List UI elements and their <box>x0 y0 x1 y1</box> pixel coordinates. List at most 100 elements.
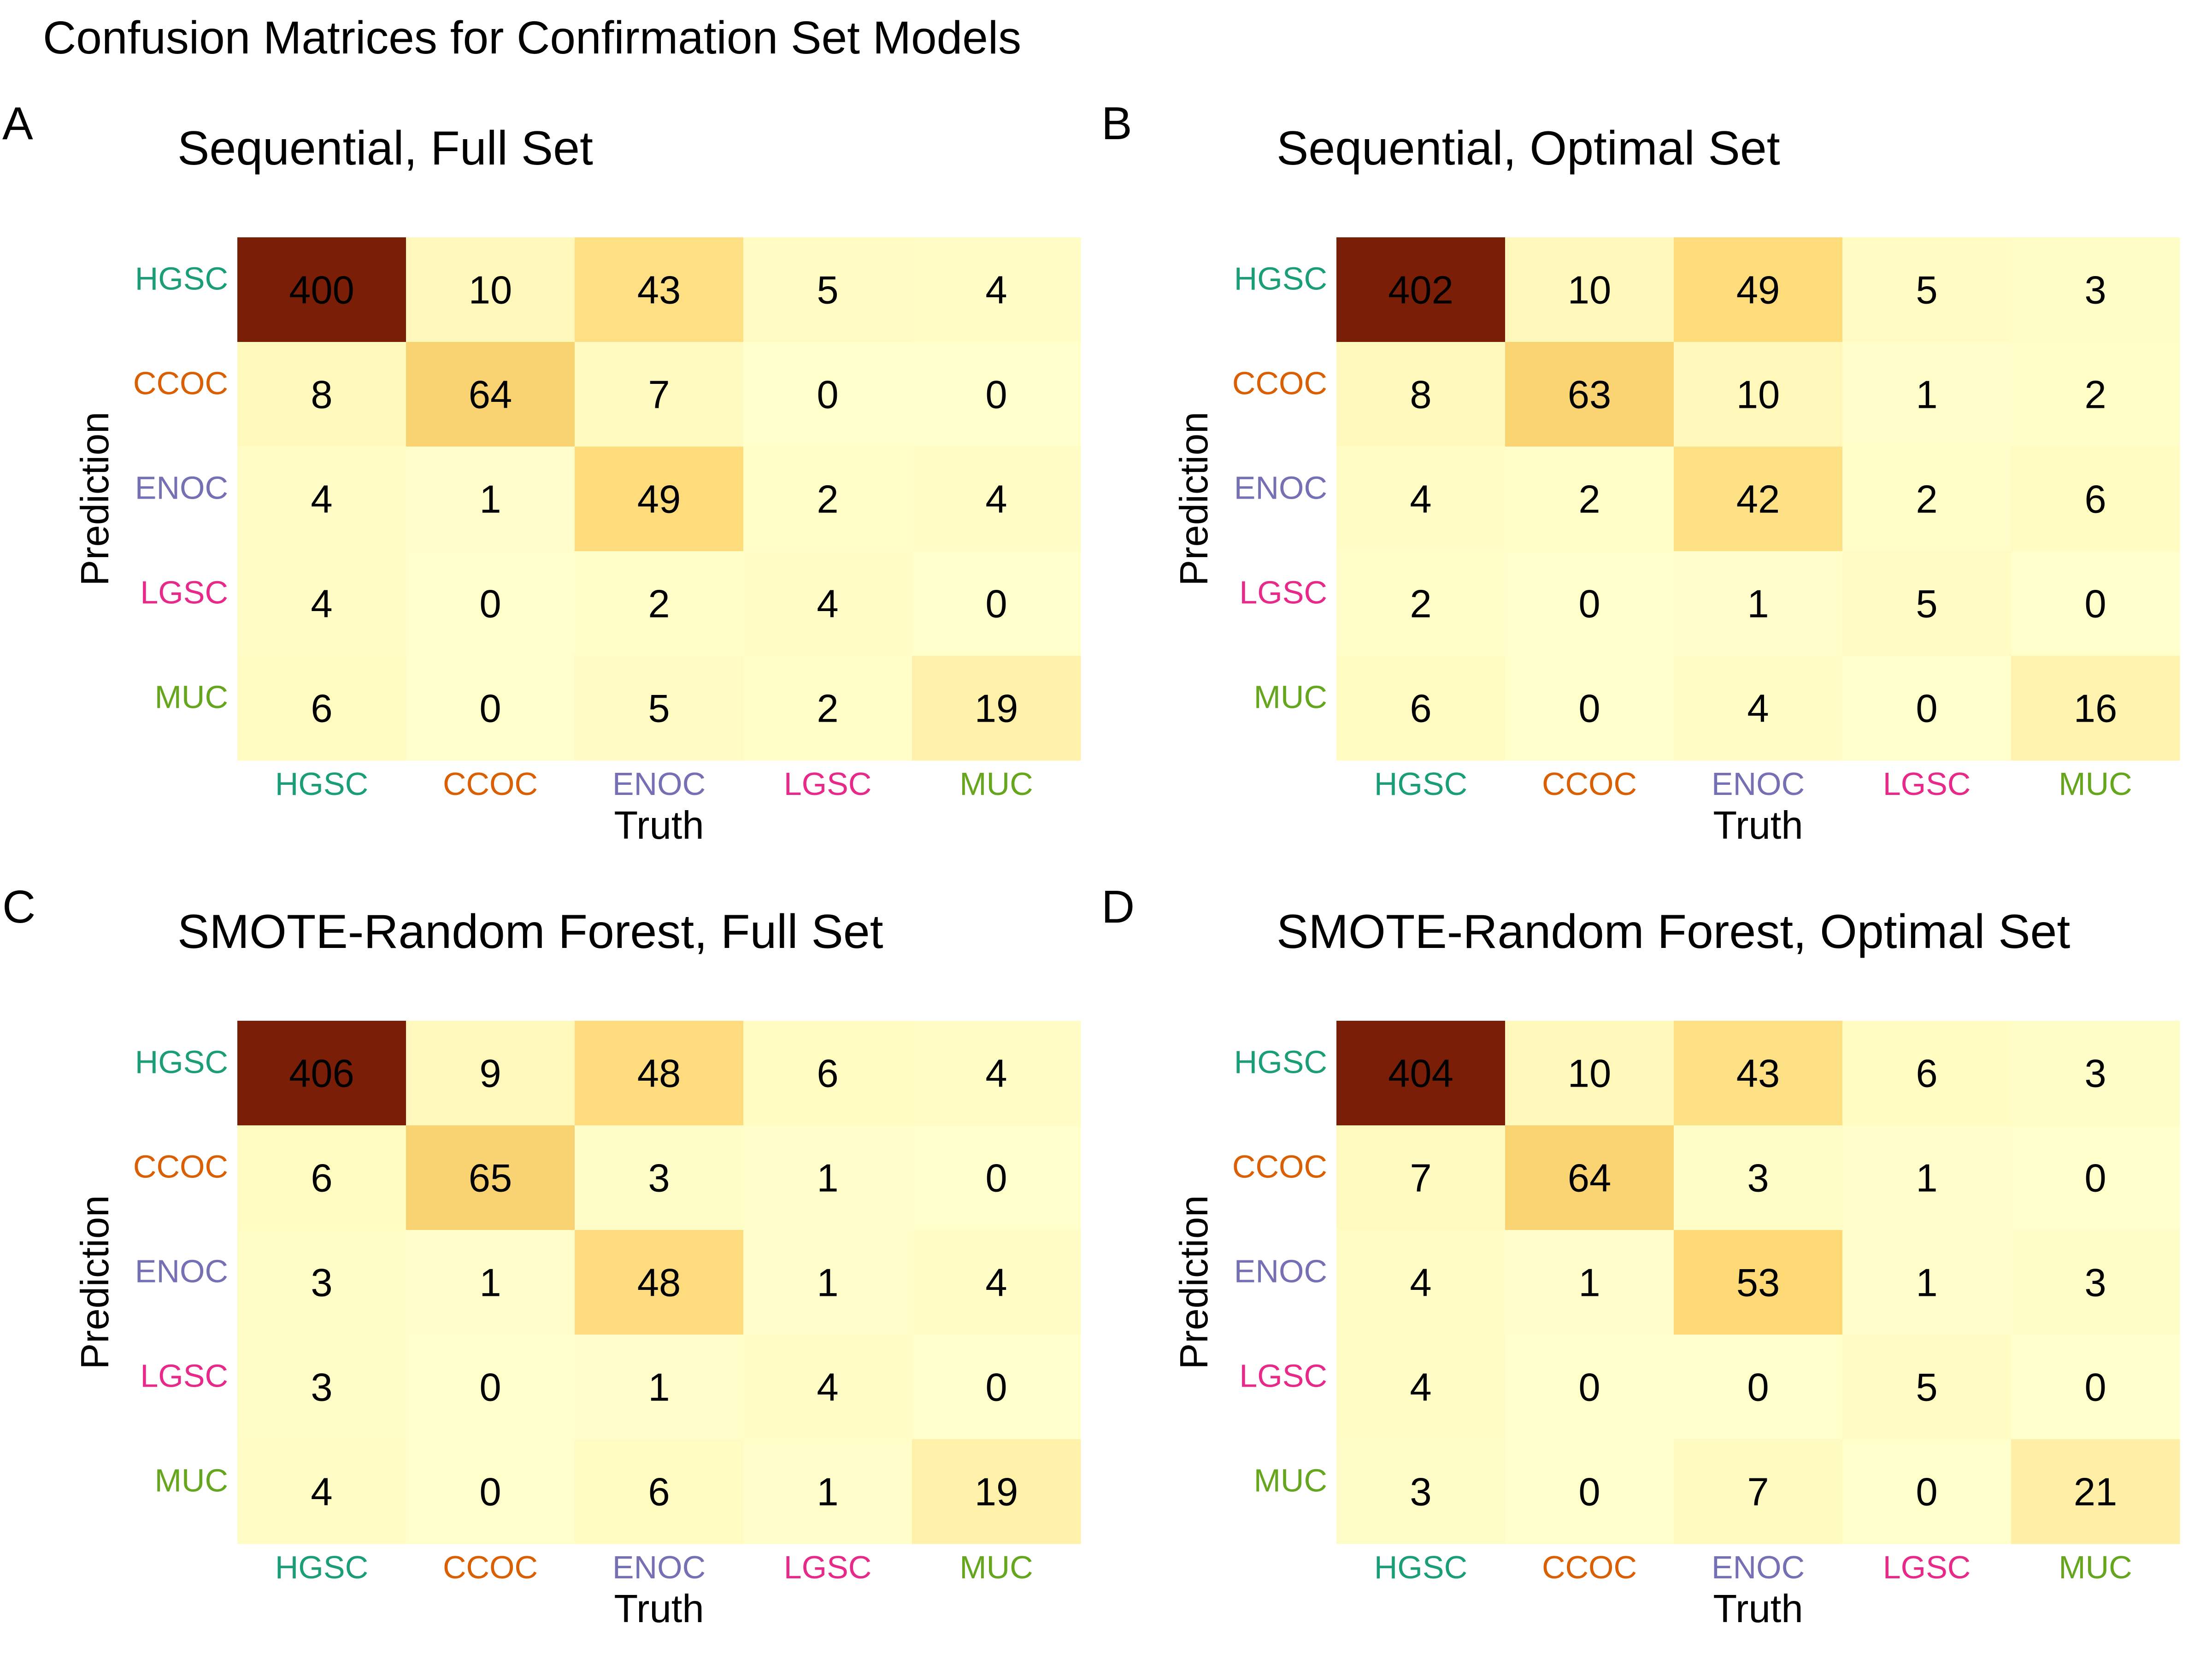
panel-letter: B <box>1101 98 1132 149</box>
heatmap-cell <box>1505 1439 1674 1544</box>
heatmap-cell <box>1842 447 2012 552</box>
cell-value-label: 0 <box>2084 1157 2106 1200</box>
x-tick-label: LGSC <box>1883 766 1971 802</box>
heatmap-cell <box>743 1335 912 1440</box>
cell-value-label: 19 <box>975 687 1018 731</box>
cell-value-label: 0 <box>817 373 838 417</box>
cell-value-label: 6 <box>1410 687 1431 731</box>
heatmap-cell <box>1674 1439 1843 1544</box>
panel-letter: C <box>2 881 36 933</box>
heatmap-cell <box>575 1439 744 1544</box>
heatmap-cell <box>237 551 406 656</box>
cell-value-label: 0 <box>985 1157 1007 1200</box>
cell-value-label: 4 <box>311 1471 332 1514</box>
cell-value-label: 0 <box>985 1366 1007 1410</box>
cell-value-label: 5 <box>817 269 838 312</box>
heatmap-cell <box>1505 447 1674 552</box>
heatmap-cell <box>406 342 575 447</box>
cell-value-label: 3 <box>311 1366 332 1410</box>
panel-title: SMOTE-Random Forest, Optimal Set <box>1277 905 2071 959</box>
y-tick-label: ENOC <box>1234 1253 1327 1289</box>
cell-value-label: 1 <box>1578 1261 1600 1305</box>
cell-value-label: 3 <box>2084 1052 2106 1096</box>
cell-value-label: 4 <box>311 478 332 522</box>
cell-value-label: 1 <box>1747 582 1769 626</box>
heatmap-cell <box>2011 1335 2180 1440</box>
cell-value-label: 19 <box>975 1471 1018 1514</box>
heatmap-cell <box>1505 1230 1674 1335</box>
x-tick-label: ENOC <box>612 1549 706 1585</box>
y-tick-label: CCOC <box>133 365 228 401</box>
heatmap-cell <box>1842 342 2012 447</box>
heatmap-cell <box>1336 1335 1506 1440</box>
cell-value-label: 0 <box>1916 687 1937 731</box>
figure-title: Confusion Matrices for Confirmation Set … <box>43 12 1022 64</box>
cell-value-label: 21 <box>2074 1471 2118 1514</box>
cell-value-label: 5 <box>1916 1366 1937 1410</box>
y-tick-label: MUC <box>1254 1463 1327 1499</box>
heatmap-cell <box>1505 237 1674 342</box>
x-tick-label: HGSC <box>275 1549 368 1585</box>
heatmap-cell <box>912 656 1081 761</box>
cell-value-label: 8 <box>1410 373 1431 417</box>
cell-value-label: 42 <box>1736 478 1780 522</box>
cell-value-label: 0 <box>479 1471 501 1514</box>
x-tick-label: LGSC <box>784 1549 872 1585</box>
heatmap-cell <box>743 447 912 552</box>
heatmap-cell <box>406 1335 575 1440</box>
cell-value-label: 0 <box>1578 687 1600 731</box>
heatmap-cell <box>1842 1335 2012 1440</box>
heatmap-b: 402 10 49 5 38 63 10 1 24 2 42 2 62 0 1 5 06 0 4 0 16HGSCCCO… <box>1172 237 2180 847</box>
cell-value-label: 64 <box>1568 1157 1612 1200</box>
cell-value-label: 5 <box>648 687 670 731</box>
heatmap-cell <box>743 342 912 447</box>
cell-value-label: 10 <box>1568 269 1612 312</box>
heatmap-cell <box>1336 342 1506 447</box>
heatmap-cell <box>237 1335 406 1440</box>
cell-value-label: 16 <box>2074 687 2118 731</box>
cell-value-label: 1 <box>817 1157 838 1200</box>
cell-value-label: 4 <box>1410 478 1431 522</box>
heatmap-cell <box>237 342 406 447</box>
cell-value-label: 49 <box>1736 269 1780 312</box>
heatmap-cell <box>575 237 744 342</box>
heatmap-cell <box>912 447 1081 552</box>
x-tick-label: CCOC <box>1542 1549 1637 1585</box>
x-tick-label: MUC <box>959 766 1033 802</box>
cell-value-label: 6 <box>2084 478 2106 522</box>
cell-value-label: 9 <box>479 1052 501 1096</box>
cell-value-label: 406 <box>289 1052 354 1096</box>
heatmap-cell <box>743 1125 912 1230</box>
y-tick-label: HGSC <box>1234 261 1327 297</box>
heatmap-cell <box>406 1125 575 1230</box>
cell-value-label: 2 <box>817 478 838 522</box>
heatmap-cell <box>743 656 912 761</box>
x-tick-label: HGSC <box>275 766 368 802</box>
heatmap-cell <box>743 551 912 656</box>
heatmap-cell <box>1336 551 1506 656</box>
heatmap-cell <box>237 447 406 552</box>
cell-value-label: 10 <box>1568 1052 1612 1096</box>
x-axis-title: Truth <box>1713 804 1803 847</box>
cell-value-label: 1 <box>479 478 501 522</box>
cell-value-label: 7 <box>1747 1471 1769 1514</box>
cell-value-label: 1 <box>648 1366 670 1410</box>
heatmap-cell <box>1505 1021 1674 1126</box>
cell-value-label: 2 <box>1578 478 1600 522</box>
x-tick-label: HGSC <box>1374 766 1467 802</box>
heatmap-cell <box>1336 1021 1506 1126</box>
heatmap-cell <box>1674 656 1843 761</box>
cell-value-label: 7 <box>1410 1157 1431 1200</box>
heatmap-cell <box>1674 342 1843 447</box>
y-tick-label: CCOC <box>133 1149 228 1185</box>
heatmap-cell <box>2011 551 2180 656</box>
heatmap-cell <box>237 1439 406 1544</box>
cell-value-label: 49 <box>637 478 681 522</box>
heatmap-cell <box>1674 447 1843 552</box>
heatmap-cell <box>1674 1230 1843 1335</box>
x-tick-label: CCOC <box>443 766 538 802</box>
cell-value-label: 48 <box>637 1261 681 1305</box>
heatmap-cell <box>1505 1125 1674 1230</box>
heatmap-cell <box>237 656 406 761</box>
